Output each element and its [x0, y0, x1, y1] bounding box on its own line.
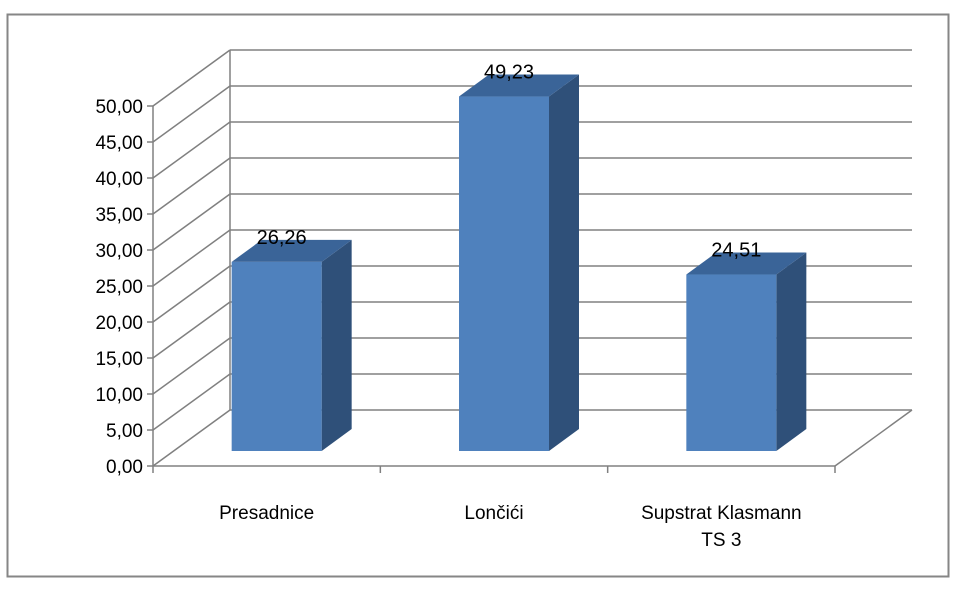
bar-side-face	[321, 239, 352, 451]
gridline-side	[152, 229, 231, 287]
gridline-side	[152, 409, 231, 467]
data-label-1: 26,26	[257, 227, 307, 249]
bar-3	[686, 252, 807, 451]
data-label-3: 24,51	[711, 240, 761, 262]
y-tick-label: 45,00	[95, 133, 143, 154]
gridline-side	[152, 121, 231, 179]
floor-right-edge	[834, 409, 913, 467]
axis-layer: 0,00 5,00 10,00 15,00 20,00 25,00 30,00 35,00 40…	[95, 97, 836, 478]
bar-top-face	[459, 74, 579, 97]
x-category-label: Lončići	[464, 503, 523, 524]
gridline-side	[152, 373, 231, 431]
data-label-2: 49,23	[484, 62, 534, 84]
bar-side-face	[549, 74, 579, 451]
gridline-side	[152, 49, 231, 107]
bar-top-face	[686, 252, 807, 275]
x-category-label: Presadnice	[219, 503, 314, 524]
bar-top-face	[231, 239, 352, 262]
bar-front-face	[459, 96, 549, 451]
bar-layer	[231, 74, 807, 451]
y-tick-label: 20,00	[95, 313, 143, 334]
y-tick-label: 35,00	[95, 205, 143, 226]
x-category-label: Supstrat Klasmann	[641, 503, 802, 524]
bar-front-face	[231, 261, 322, 451]
y-tick-label: 0,00	[106, 457, 143, 478]
gridline-side	[152, 157, 231, 215]
gridline-side	[152, 301, 231, 359]
y-tick-label: 30,00	[95, 241, 143, 262]
gridline-side	[152, 337, 231, 395]
gridline-side	[152, 265, 231, 323]
y-tick-label: 40,00	[95, 169, 143, 190]
bar-2	[459, 74, 579, 451]
bar-front-face	[686, 274, 777, 451]
y-tick-label: 5,00	[106, 421, 143, 442]
label-layer: 26,26 Presadnice 49,23 Lončići 24,51 Supstrat…	[219, 62, 801, 551]
x-category-label: TS 3	[701, 530, 741, 551]
y-tick-label: 50,00	[95, 97, 143, 118]
y-tick-label: 15,00	[95, 349, 143, 370]
gridline-side	[152, 85, 231, 143]
gridline-side	[152, 193, 231, 251]
bar-side-face	[776, 252, 807, 451]
bar-1	[231, 239, 352, 451]
y-tick-label: 25,00	[95, 277, 143, 298]
y-tick-label: 10,00	[95, 385, 143, 406]
